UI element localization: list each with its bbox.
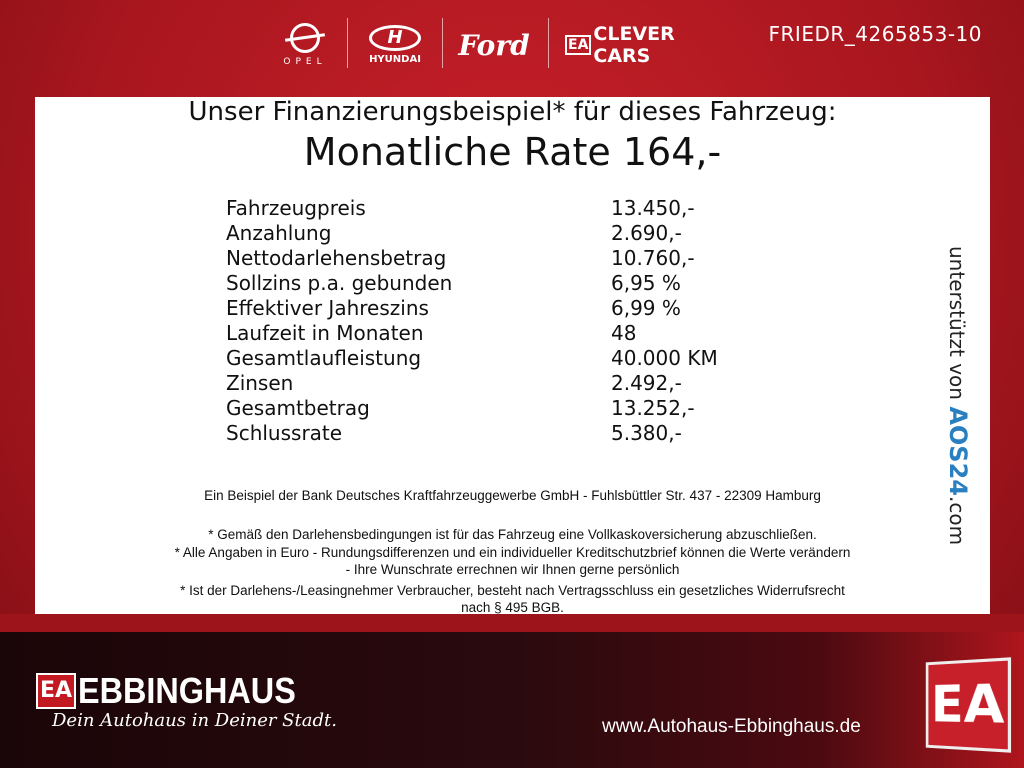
finance-row: Fahrzeugpreis 13.450,- <box>226 196 695 220</box>
finance-row: Gesamtlaufleistung 40.000 KM <box>226 346 718 370</box>
vehicle-reference: FRIEDR_4265853-10 <box>768 22 982 46</box>
hyundai-h-icon: H <box>369 25 421 51</box>
hyundai-logo: H HYUNDAI <box>369 25 421 65</box>
row-label: Fahrzeugpreis <box>226 196 366 220</box>
divider <box>347 18 348 68</box>
divider-strip <box>0 614 1024 632</box>
monthly-rate: Monatliche Rate 164,- <box>303 130 722 174</box>
finance-row: Nettodarlehensbetrag 10.760,- <box>226 246 695 270</box>
footnote: nach § 495 BGB. <box>461 600 564 615</box>
row-label: Gesamtlaufleistung <box>226 346 422 370</box>
row-value: 48 <box>611 321 637 345</box>
row-label: Zinsen <box>226 371 294 395</box>
opel-blitz-icon <box>284 23 326 53</box>
finance-row: Anzahlung 2.690,- <box>226 221 682 245</box>
brand-header: OPEL H HYUNDAI Ford EA CLEVER CARS FRIED… <box>0 0 1024 97</box>
row-label: Sollzins p.a. gebunden <box>226 271 453 295</box>
finance-row: Laufzeit in Monaten 48 <box>226 321 636 345</box>
finance-row: Schlussrate 5.380,- <box>226 421 682 445</box>
finance-row: Gesamtbetrag 13.252,- <box>226 396 695 420</box>
finance-panel: Unser Finanzierungsbeispiel* für dieses … <box>35 97 990 615</box>
row-value: 2.690,- <box>611 221 682 245</box>
row-value: 10.760,- <box>611 246 695 270</box>
footnote: * Ist der Darlehens-/Leasingnehmer Verbr… <box>180 583 845 598</box>
ea-cube-logo: EA <box>925 657 1012 753</box>
slogan: Dein Autohaus in Deiner Stadt. <box>52 710 337 731</box>
row-label: Gesamtbetrag <box>226 396 370 420</box>
website-link[interactable]: www.Autohaus-Ebbinghaus.de <box>602 716 861 737</box>
divider <box>548 18 549 68</box>
finance-row: Zinsen 2.492,- <box>226 371 682 395</box>
row-value: 6,99 % <box>611 296 681 320</box>
row-label: Effektiver Jahreszins <box>226 296 429 320</box>
finance-row: Effektiver Jahreszins 6,99 % <box>226 296 681 320</box>
dealer-footer: EA EBBINGHAUS Dein Autohaus in Deiner St… <box>0 632 1024 768</box>
opel-logo: OPEL <box>275 20 335 70</box>
footnote: - Ihre Wunschrate errechnen wir Ihnen ge… <box>345 562 680 577</box>
row-value: 13.450,- <box>611 196 695 220</box>
row-value: 13.252,- <box>611 396 695 420</box>
clever-cars-logo: EA CLEVER CARS <box>565 20 730 70</box>
row-label: Schlussrate <box>226 421 343 445</box>
row-value: 2.492,- <box>611 371 682 395</box>
supported-by: unterstützt von AOS24.com <box>944 246 972 546</box>
footnote: * Gemäß den Darlehensbedingungen ist für… <box>208 527 817 542</box>
ebbinghaus-logo: EA EBBINGHAUS <box>36 670 320 712</box>
row-label: Anzahlung <box>226 221 332 245</box>
row-label: Nettodarlehensbetrag <box>226 246 447 270</box>
row-value: 5.380,- <box>611 421 682 445</box>
row-label: Laufzeit in Monaten <box>226 321 424 345</box>
finance-row: Sollzins p.a. gebunden 6,95 % <box>226 271 681 295</box>
aos24-logo: AOS24 <box>944 406 972 496</box>
ford-logo: Ford <box>458 28 530 62</box>
row-value: 6,95 % <box>611 271 681 295</box>
bank-note: Ein Beispiel der Bank Deutsches Kraftfah… <box>204 488 821 503</box>
finance-intro: Unser Finanzierungsbeispiel* für dieses … <box>188 97 837 127</box>
divider <box>442 18 443 68</box>
footnote: * Alle Angaben in Euro - Rundungsdiffere… <box>174 545 851 560</box>
row-value: 40.000 KM <box>611 346 718 370</box>
